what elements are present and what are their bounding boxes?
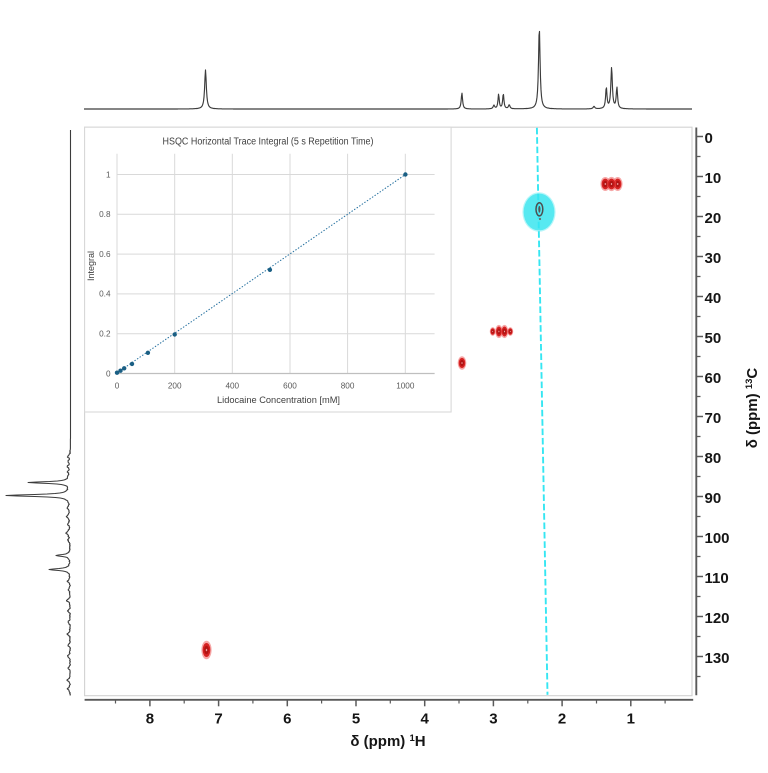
svg-text:8: 8 bbox=[146, 711, 154, 728]
svg-text:120: 120 bbox=[705, 610, 730, 627]
svg-text:800: 800 bbox=[341, 382, 355, 391]
svg-text:20: 20 bbox=[705, 210, 722, 227]
svg-text:5: 5 bbox=[352, 711, 360, 728]
svg-text:130: 130 bbox=[705, 650, 730, 667]
svg-text:600: 600 bbox=[283, 382, 297, 391]
svg-text:60: 60 bbox=[705, 370, 722, 387]
svg-text:400: 400 bbox=[225, 382, 239, 391]
svg-text:HSQC Horizontal Trace Integral: HSQC Horizontal Trace Integral (5 s Repe… bbox=[163, 136, 374, 147]
svg-text:4: 4 bbox=[421, 711, 430, 728]
svg-text:0: 0 bbox=[106, 369, 111, 378]
svg-text:90: 90 bbox=[705, 490, 722, 507]
svg-text:3: 3 bbox=[489, 711, 497, 728]
svg-text:0.2: 0.2 bbox=[99, 330, 111, 339]
svg-text:0: 0 bbox=[705, 130, 713, 147]
svg-text:70: 70 bbox=[705, 410, 722, 427]
svg-text:200: 200 bbox=[168, 382, 182, 391]
svg-text:2: 2 bbox=[558, 711, 566, 728]
svg-text:1000: 1000 bbox=[396, 382, 415, 391]
svg-text:10: 10 bbox=[705, 170, 722, 187]
svg-text:δ (ppm) 1H: δ (ppm) 1H bbox=[350, 733, 425, 750]
svg-text:6: 6 bbox=[283, 711, 291, 728]
svg-text:1: 1 bbox=[106, 170, 111, 179]
svg-text:Lidocaine Concentration [mM]: Lidocaine Concentration [mM] bbox=[217, 395, 340, 405]
svg-text:1: 1 bbox=[627, 711, 635, 728]
svg-text:7: 7 bbox=[214, 711, 222, 728]
svg-text:40: 40 bbox=[705, 290, 722, 307]
svg-text:100: 100 bbox=[705, 530, 730, 547]
svg-text:50: 50 bbox=[705, 330, 722, 347]
svg-text:0.8: 0.8 bbox=[99, 210, 111, 219]
svg-text:110: 110 bbox=[705, 570, 729, 587]
svg-text:80: 80 bbox=[705, 450, 722, 467]
svg-text:Integral: Integral bbox=[86, 251, 96, 281]
svg-text:0.6: 0.6 bbox=[99, 250, 111, 259]
svg-text:0: 0 bbox=[115, 382, 120, 391]
svg-text:0.4: 0.4 bbox=[99, 290, 111, 299]
svg-text:30: 30 bbox=[705, 250, 722, 267]
